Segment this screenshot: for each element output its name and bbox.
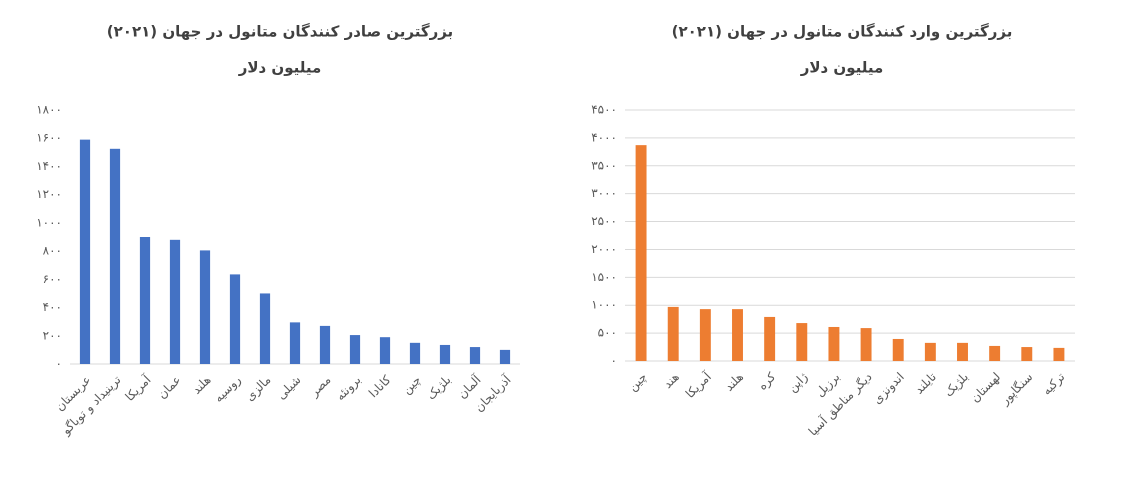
bar (259, 293, 271, 364)
bar (957, 342, 968, 361)
y-tick-label: ۲۰۰۰ (591, 242, 617, 256)
x-tick-label: لهستان (968, 370, 1003, 405)
y-tick-label: ۵۰۰ (598, 326, 617, 340)
x-tick-label: آمریکا (682, 369, 715, 402)
bar (409, 342, 421, 364)
bar (319, 325, 331, 364)
x-tick-label: کره (755, 369, 779, 393)
x-tick-label: سنگاپور (997, 370, 1036, 409)
x-tick-label: ترکیه (1039, 370, 1068, 399)
bar (828, 326, 840, 361)
bar (499, 349, 511, 364)
bar (289, 322, 301, 364)
bar (229, 274, 241, 364)
x-tick-label: اندونزی (870, 370, 908, 408)
y-tick-label: ۱۶۰۰ (36, 131, 62, 145)
y-tick-label: ۸۰۰ (43, 244, 62, 258)
y-tick-label: ۱۰۰۰ (36, 215, 62, 229)
bar (732, 309, 743, 361)
bar (989, 345, 1001, 361)
y-tick-label: ۰ (611, 354, 617, 368)
x-tick-label: برونئه (333, 373, 364, 404)
x-tick-label: آمریکا (122, 372, 155, 405)
bar (79, 139, 91, 364)
bar (439, 344, 451, 364)
y-tick-label: ۱۰۰۰ (591, 298, 617, 312)
bar (109, 148, 121, 364)
x-tick-label: مالزی (243, 373, 275, 405)
chart-subtitle: میلیون دلار (238, 59, 322, 77)
y-tick-label: ۶۰۰ (43, 272, 62, 286)
bar (199, 250, 211, 364)
y-tick-label: ۲۰۰ (43, 328, 62, 342)
x-tick-label: ژاپن (785, 370, 811, 396)
y-tick-label: ۱۲۰۰ (36, 187, 62, 201)
chart-title: بزرگترین وارد کنندگان متانول در جهان (۲۰… (672, 23, 1013, 41)
chart-subtitle: میلیون دلار (800, 59, 884, 77)
x-tick-label: کانادا (366, 372, 394, 400)
x-tick-label: روسیه (211, 373, 244, 406)
bar (796, 323, 808, 361)
x-tick-label: هلند (722, 370, 746, 394)
y-tick-label: ۳۰۰۰ (591, 186, 617, 200)
bar (667, 306, 679, 361)
bar (379, 337, 391, 364)
bar (139, 237, 151, 364)
y-tick-label: ۴۵۰۰ (591, 103, 617, 117)
y-tick-label: ۱۸۰۰ (36, 103, 62, 117)
x-tick-label: مصر (306, 373, 334, 401)
x-tick-label: چین (399, 373, 424, 398)
bar (892, 338, 904, 361)
x-tick-label: هند (660, 370, 681, 391)
y-tick-label: ۴۰۰۰ (591, 130, 617, 144)
bar (169, 239, 181, 364)
x-tick-label: شیلی (274, 373, 303, 402)
y-tick-label: ۴۰۰ (43, 300, 62, 314)
x-tick-label: تایلند (912, 370, 939, 397)
bar (1053, 347, 1065, 361)
y-tick-label: ۲۵۰۰ (591, 214, 617, 228)
bar (469, 347, 481, 364)
bar (764, 316, 776, 361)
y-tick-label: ۱۵۰۰ (591, 270, 617, 284)
x-tick-label: هلند (189, 373, 213, 397)
bar (635, 145, 647, 361)
y-tick-label: ۳۵۰۰ (591, 158, 617, 172)
bar (860, 328, 872, 361)
y-tick-label: ۰ (56, 357, 62, 371)
bar (1021, 347, 1033, 361)
bar (699, 309, 711, 361)
x-tick-label: عمان (155, 373, 184, 402)
y-tick-label: ۱۴۰۰ (36, 159, 62, 173)
x-tick-label: بلژیک (424, 373, 454, 403)
bar (924, 342, 936, 361)
x-tick-label: چین (625, 370, 650, 395)
chart-title: بزرگترین صادر کنندگان متانول در جهان (۲۰… (107, 23, 453, 41)
bar (349, 335, 361, 364)
